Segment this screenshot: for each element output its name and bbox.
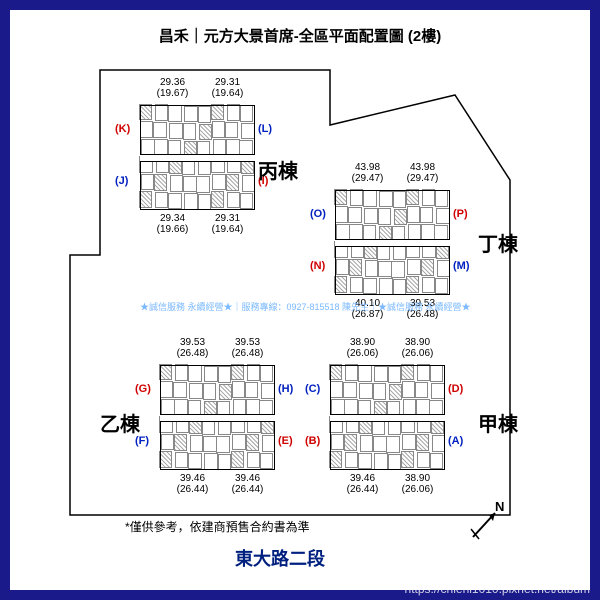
road-label: 東大路二段 [235,545,325,571]
unit-label: (E) [278,435,293,447]
diagram-canvas: 昌禾｜元方大景首席-全區平面配置圖 (2樓) (K)(L)(J)(I)29.36… [10,10,590,590]
building-name-yi: 乙棟 [100,408,140,437]
area-measure: 29.31(19.64) [205,213,250,235]
building-yi: (G)(H)(F)(E)39.53(26.48)39.53(26.48)39.4… [160,365,275,470]
area-measure: 43.98(29.47) [400,162,445,184]
unit-label: (D) [448,383,463,395]
unit-label: (G) [135,383,151,395]
unit-label: (L) [258,123,272,135]
building-name-jia: 甲棟 [478,408,518,437]
area-measure: 29.34(19.66) [150,213,195,235]
area-measure: 38.90(26.06) [340,337,385,359]
unit-label: (C) [305,383,320,395]
building-name-bing: 丙棟 [258,155,298,184]
area-measure: 43.98(29.47) [345,162,390,184]
unit-label: (B) [305,435,320,447]
area-measure: 38.90(26.06) [395,473,440,495]
floorplate [330,365,445,470]
area-measure: 39.46(26.44) [170,473,215,495]
building-jia: (C)(D)(B)(A)38.90(26.06)38.90(26.06)39.4… [330,365,445,470]
unit-label: (H) [278,383,293,395]
floorplate [140,105,255,210]
unit-label: (A) [448,435,463,447]
floorplate [160,365,275,470]
area-measure: 39.46(26.44) [340,473,385,495]
area-measure: 29.36(19.67) [150,77,195,99]
building-name-ding: 丁棟 [478,228,518,257]
unit-label: (O) [310,208,326,220]
agent-watermark: ★誠信服務 永續經營★｜服務專線：0927-815518 陳先生｜★誠信服務 永… [140,300,471,313]
unit-label: (J) [115,175,128,187]
area-measure: 29.31(19.64) [205,77,250,99]
unit-label: (N) [310,260,325,272]
disclaimer-footnote: *僅供參考，依建商預售合約書為準 [125,518,310,535]
floorplate [335,190,450,295]
corridor [160,414,275,422]
area-measure: 39.53(26.48) [170,337,215,359]
corridor [330,414,445,422]
corridor [335,239,450,247]
unit-label: (M) [453,260,470,272]
compass-label: N [495,500,504,514]
area-measure: 39.46(26.44) [225,473,270,495]
building-ding: (O)(P)(N)(M)43.98(29.47)43.98(29.47)40.1… [335,190,450,295]
building-bing: (K)(L)(J)(I)29.36(19.67)29.31(19.64)29.3… [140,105,255,210]
area-measure: 39.53(26.48) [225,337,270,359]
unit-label: (K) [115,123,130,135]
source-url-watermark: https://chieni1010.pixnet.net/album [405,582,590,596]
area-measure: 38.90(26.06) [395,337,440,359]
unit-label: (P) [453,208,468,220]
corridor [140,154,255,162]
